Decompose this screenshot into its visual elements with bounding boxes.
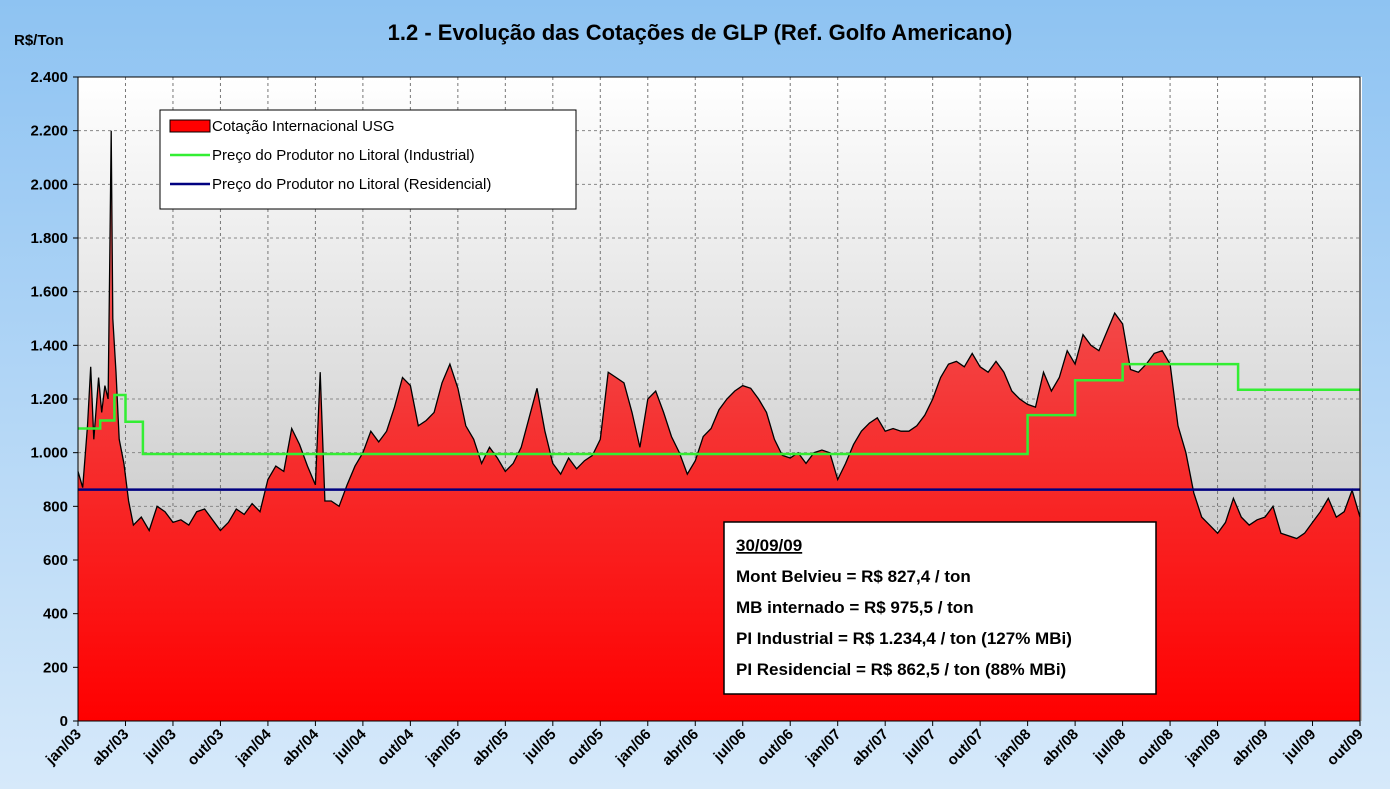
y-tick-label: 0 [60,713,68,730]
y-tick-label: 1.400 [30,337,68,354]
y-tick-label: 400 [43,606,68,623]
y-tick-label: 1.600 [30,284,68,301]
y-tick-label: 2.000 [30,176,68,193]
plot-border [77,76,1361,722]
y-tick-label: 1.800 [30,230,68,247]
annotation-date: 30/09/09 [736,536,802,555]
y-tick-label: 1.000 [30,445,68,462]
y-tick-label: 800 [43,498,68,515]
annotation: 30/09/09 Mont Belvieu = R$ 827,4 / ton MB … [723,521,1157,695]
legend-box [159,109,577,210]
y-tick-label: 2.400 [30,69,68,86]
y-tick-label: 200 [43,659,68,676]
step-line [78,362,1360,456]
y-axis-label: R$/Ton [14,32,64,49]
annotation-line: PI Residencial = R$ 862,5 / ton (88% MBi… [736,660,1066,679]
annotation-line: MB internado = R$ 975,5 / ton [736,598,974,617]
legend-swatch [169,119,211,133]
legend-label: Cotação Internacional USG [212,118,395,135]
annotation-box [723,521,1157,695]
legend-label: Preço do Produtor no Litoral (Industrial… [212,147,475,164]
y-tick-label: 2.200 [30,123,68,140]
legend: Cotação Internacional USG Preço do Produt… [159,109,577,210]
annotation-line: PI Industrial = R$ 1.234,4 / ton (127% M… [736,629,1072,648]
y-tick-label: 600 [43,552,68,569]
annotation-line: Mont Belvieu = R$ 827,4 / ton [736,567,971,586]
chart-title: 1.2 - Evolução das Cotações de GLP (Ref.… [388,20,1013,45]
legend-label: Preço do Produtor no Litoral (Residencia… [212,176,491,193]
area-outline [77,130,1361,540]
y-tick-label: 1.200 [30,391,68,408]
